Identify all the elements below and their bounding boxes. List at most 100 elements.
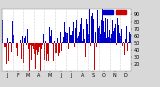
Bar: [59, 43, 60, 53]
Bar: [85, 43, 86, 57]
Bar: [129, 32, 130, 43]
Bar: [8, 24, 9, 43]
Bar: [43, 34, 44, 43]
Bar: [34, 43, 35, 54]
Bar: [42, 43, 43, 45]
Bar: [123, 42, 124, 43]
Bar: [117, 18, 118, 43]
Bar: [13, 35, 14, 43]
Bar: [44, 43, 45, 60]
Bar: [83, 41, 84, 43]
Bar: [49, 27, 50, 43]
Bar: [51, 43, 52, 44]
Bar: [118, 25, 119, 43]
Bar: [6, 43, 7, 64]
Bar: [24, 32, 25, 43]
Bar: [26, 43, 27, 45]
Bar: [87, 24, 88, 43]
Bar: [105, 18, 106, 43]
Bar: [76, 20, 77, 43]
Bar: [104, 32, 105, 43]
Bar: [70, 35, 71, 43]
Bar: [12, 21, 13, 43]
Bar: [103, 21, 104, 43]
Bar: [88, 34, 89, 43]
Bar: [109, 30, 110, 43]
Bar: [40, 43, 41, 74]
Bar: [25, 36, 26, 43]
Bar: [37, 43, 38, 55]
Bar: [46, 43, 47, 61]
Bar: [55, 43, 56, 53]
Bar: [111, 33, 112, 43]
Bar: [119, 33, 120, 43]
Bar: [62, 43, 63, 52]
Bar: [116, 43, 117, 45]
Bar: [75, 28, 76, 43]
Bar: [50, 36, 51, 43]
Bar: [126, 26, 127, 43]
Bar: [99, 26, 100, 43]
Bar: [65, 32, 66, 43]
Bar: [38, 43, 39, 52]
Bar: [110, 38, 111, 43]
Bar: [114, 28, 115, 43]
Bar: [80, 24, 81, 43]
Bar: [39, 43, 40, 47]
Bar: [54, 41, 55, 43]
Bar: [101, 20, 102, 43]
Bar: [63, 37, 64, 43]
Bar: [11, 43, 12, 52]
Bar: [16, 43, 17, 48]
Bar: [23, 43, 24, 63]
Bar: [33, 43, 34, 49]
Bar: [45, 41, 46, 43]
Bar: [78, 36, 79, 43]
Bar: [93, 19, 94, 43]
Bar: [122, 43, 123, 46]
Bar: [1, 33, 2, 43]
Bar: [10, 42, 11, 43]
Bar: [125, 39, 126, 43]
Bar: [102, 9, 103, 43]
Bar: [30, 43, 31, 45]
Bar: [5, 43, 6, 47]
Bar: [124, 43, 125, 55]
Bar: [84, 9, 85, 43]
Bar: [106, 38, 107, 43]
Bar: [130, 34, 131, 43]
Bar: [91, 16, 92, 43]
Bar: [120, 36, 121, 43]
Bar: [57, 38, 58, 43]
Bar: [69, 27, 70, 43]
Bar: [7, 43, 8, 55]
Bar: [4, 43, 5, 47]
Bar: [127, 38, 128, 43]
Bar: [20, 40, 21, 43]
Bar: [74, 43, 75, 47]
Bar: [22, 36, 23, 43]
Bar: [107, 19, 108, 43]
Bar: [95, 32, 96, 43]
Bar: [103, 10, 113, 14]
Bar: [9, 42, 10, 43]
Bar: [73, 22, 74, 43]
Bar: [97, 10, 98, 43]
Bar: [27, 29, 28, 43]
Bar: [35, 43, 36, 69]
Bar: [90, 43, 91, 46]
Bar: [29, 43, 30, 75]
Bar: [17, 43, 18, 56]
Bar: [32, 43, 33, 46]
Bar: [47, 43, 48, 54]
Bar: [113, 31, 114, 43]
Bar: [128, 34, 129, 43]
Bar: [64, 22, 65, 43]
Bar: [72, 31, 73, 43]
Bar: [86, 19, 87, 43]
Bar: [108, 37, 109, 43]
Bar: [21, 43, 22, 59]
Bar: [116, 10, 126, 14]
Bar: [94, 43, 95, 70]
Bar: [89, 9, 90, 43]
